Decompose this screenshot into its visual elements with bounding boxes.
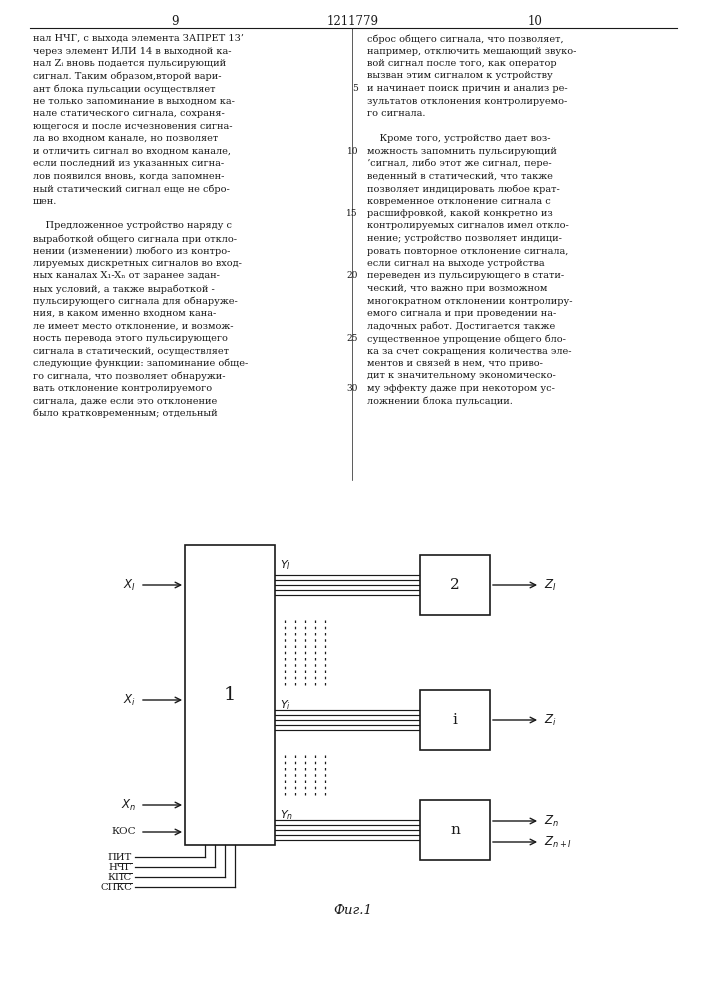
- Text: пульсирующего сигнала для обнаруже-: пульсирующего сигнала для обнаруже-: [33, 296, 238, 306]
- Text: вой сигнал после того, как оператор: вой сигнал после того, как оператор: [367, 59, 556, 68]
- Text: Предложенное устройство наряду с: Предложенное устройство наряду с: [33, 222, 232, 231]
- Text: нал Zᵢ вновь подается пульсирующий: нал Zᵢ вновь подается пульсирующий: [33, 59, 226, 68]
- Text: 20: 20: [346, 271, 358, 280]
- Text: 1211779: 1211779: [327, 15, 379, 28]
- Bar: [420, 555, 490, 615]
- Text: ла во входном канале, но позволяет: ла во входном канале, но позволяет: [33, 134, 218, 143]
- Text: ментов и связей в нем, что приво-: ментов и связей в нем, что приво-: [367, 359, 543, 368]
- Text: $X_i$: $X_i$: [123, 692, 136, 708]
- Text: ле имеет место отклонение, и возмож-: ле имеет место отклонение, и возмож-: [33, 322, 233, 330]
- Text: $X_n$: $X_n$: [121, 797, 136, 813]
- Text: и отличить сигнал во входном канале,: и отличить сигнал во входном канале,: [33, 146, 231, 155]
- Text: нал НЧГ, с выхода элемента ЗАПРЕТ 13’: нал НЧГ, с выхода элемента ЗАПРЕТ 13’: [33, 34, 244, 43]
- Text: сброс общего сигнала, что позволяет,: сброс общего сигнала, что позволяет,: [367, 34, 563, 43]
- Text: $Z_{n+I}$: $Z_{n+I}$: [544, 834, 572, 850]
- Text: СПКС: СПКС: [100, 882, 132, 892]
- Text: емого сигнала и при проведении на-: емого сигнала и при проведении на-: [367, 309, 556, 318]
- Text: $Z_I$: $Z_I$: [544, 577, 556, 593]
- Text: ния, в каком именно входном кана-: ния, в каком именно входном кана-: [33, 309, 216, 318]
- Text: Кроме того, устройство дает воз-: Кроме того, устройство дает воз-: [367, 134, 551, 143]
- Text: вызван этим сигналом к устройству: вызван этим сигналом к устройству: [367, 72, 553, 81]
- Text: зультатов отклонения контролируемо-: зультатов отклонения контролируемо-: [367, 97, 567, 105]
- Text: ных каналах X₁-Xₙ от заранее задан-: ных каналах X₁-Xₙ от заранее задан-: [33, 271, 220, 280]
- Text: ладочных работ. Достигается также: ладочных работ. Достигается также: [367, 322, 555, 331]
- Text: НЧГ: НЧГ: [109, 862, 132, 871]
- Text: ровать повторное отклонение сигнала,: ровать повторное отклонение сигнала,: [367, 246, 568, 255]
- Text: 10: 10: [527, 15, 542, 28]
- Text: му эффекту даже при некотором ус-: му эффекту даже при некотором ус-: [367, 384, 555, 393]
- Text: 10: 10: [346, 146, 358, 155]
- Text: ность перевода этого пульсирующего: ность перевода этого пульсирующего: [33, 334, 228, 343]
- Text: например, отключить мешающий звуко-: например, отключить мешающий звуко-: [367, 46, 576, 55]
- Text: существенное упрощение общего бло-: существенное упрощение общего бло-: [367, 334, 566, 344]
- Text: ʼсигнал, либо этот же сигнал, пере-: ʼсигнал, либо этот же сигнал, пере-: [367, 159, 551, 168]
- Text: нале статического сигнала, сохраня-: нале статического сигнала, сохраня-: [33, 109, 225, 118]
- Text: было кратковременным; отдельный: было кратковременным; отдельный: [33, 409, 218, 418]
- Text: веденный в статический, что также: веденный в статический, что также: [367, 172, 553, 180]
- Text: переведен из пульсирующего в стати-: переведен из пульсирующего в стати-: [367, 271, 564, 280]
- Text: КОС: КОС: [112, 828, 136, 836]
- Bar: [420, 690, 490, 750]
- Text: шен.: шен.: [33, 196, 57, 206]
- Text: можность запомнить пульсирующий: можность запомнить пульсирующий: [367, 146, 557, 155]
- Text: Фиг.1: Фиг.1: [334, 904, 373, 916]
- Text: ческий, что важно при возможном: ческий, что важно при возможном: [367, 284, 547, 293]
- Text: лируемых дискретных сигналов во вход-: лируемых дискретных сигналов во вход-: [33, 259, 242, 268]
- Text: $X_I$: $X_I$: [123, 577, 136, 593]
- Text: не только запоминание в выходном ка-: не только запоминание в выходном ка-: [33, 97, 235, 105]
- Text: выработкой общего сигнала при откло-: выработкой общего сигнала при откло-: [33, 234, 237, 243]
- Text: вать отклонение контролируемого: вать отклонение контролируемого: [33, 384, 212, 393]
- Text: 15: 15: [346, 209, 358, 218]
- Text: позволяет индицировать любое крат-: позволяет индицировать любое крат-: [367, 184, 560, 194]
- Bar: [420, 800, 490, 860]
- Text: лов появился вновь, когда запомнен-: лов появился вновь, когда запомнен-: [33, 172, 224, 180]
- Text: го сигнала, что позволяет обнаружи-: го сигнала, что позволяет обнаружи-: [33, 371, 226, 381]
- Text: ложнении блока пульсации.: ложнении блока пульсации.: [367, 396, 513, 406]
- Text: многократном отклонении контролиру-: многократном отклонении контролиру-: [367, 296, 573, 306]
- Text: $Y_n$: $Y_n$: [280, 808, 293, 822]
- Text: ка за счет сокращения количества эле-: ка за счет сокращения количества эле-: [367, 347, 571, 356]
- Text: n: n: [450, 823, 460, 837]
- Text: и начинает поиск причин и анализ ре-: и начинает поиск причин и анализ ре-: [367, 84, 568, 93]
- Text: i: i: [452, 713, 457, 727]
- Text: ант блока пульсации осуществляет: ант блока пульсации осуществляет: [33, 84, 216, 94]
- Text: сигнала, даже если это отклонение: сигнала, даже если это отклонение: [33, 396, 217, 406]
- Text: дит к значительному экономическо-: дит к значительному экономическо-: [367, 371, 556, 380]
- Text: если сигнал на выходе устройства: если сигнал на выходе устройства: [367, 259, 544, 268]
- Text: нение; устройство позволяет индици-: нение; устройство позволяет индици-: [367, 234, 562, 243]
- Text: ПИТ: ПИТ: [107, 852, 132, 861]
- Text: сигнала в статический, осуществляет: сигнала в статический, осуществляет: [33, 347, 229, 356]
- Bar: [185, 545, 275, 845]
- Text: контролируемых сигналов имел откло-: контролируемых сигналов имел откло-: [367, 222, 568, 231]
- Text: го сигнала.: го сигнала.: [367, 109, 426, 118]
- Text: 5: 5: [352, 84, 358, 93]
- Text: ковременное отклонение сигнала с: ковременное отклонение сигнала с: [367, 196, 551, 206]
- Text: ный статический сигнал еще не сбро-: ный статический сигнал еще не сбро-: [33, 184, 230, 194]
- Text: 2: 2: [450, 578, 460, 592]
- Text: сигнал. Таким образом,второй вари-: сигнал. Таким образом,второй вари-: [33, 72, 221, 81]
- Text: 30: 30: [346, 384, 358, 393]
- Text: нении (изменении) любого из контро-: нении (изменении) любого из контро-: [33, 246, 230, 256]
- Text: $Y_I$: $Y_I$: [280, 558, 291, 572]
- Text: 25: 25: [346, 334, 358, 343]
- Text: $Z_i$: $Z_i$: [544, 712, 556, 728]
- Text: расшифровкой, какой конкретно из: расшифровкой, какой конкретно из: [367, 209, 553, 218]
- Text: ных условий, а также выработкой -: ных условий, а также выработкой -: [33, 284, 215, 294]
- Text: КПС: КПС: [107, 872, 132, 882]
- Text: ющегося и после исчезновения сигна-: ющегося и после исчезновения сигна-: [33, 121, 233, 130]
- Text: $Y_i$: $Y_i$: [280, 698, 291, 712]
- Text: через элемент ИЛИ 14 в выходной ка-: через элемент ИЛИ 14 в выходной ка-: [33, 46, 231, 55]
- Text: 1: 1: [224, 686, 236, 704]
- Text: если последний из указанных сигна-: если последний из указанных сигна-: [33, 159, 224, 168]
- Text: $Z_n$: $Z_n$: [544, 813, 559, 829]
- Text: 9: 9: [171, 15, 179, 28]
- Text: следующие функции: запоминание обще-: следующие функции: запоминание обще-: [33, 359, 248, 368]
